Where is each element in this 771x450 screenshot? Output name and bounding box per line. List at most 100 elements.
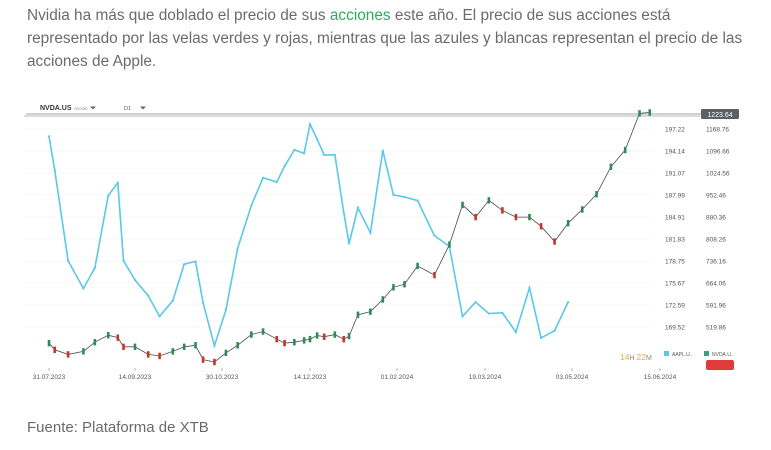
nvda-candle xyxy=(122,343,125,350)
nvda-candle xyxy=(416,262,419,270)
y-left-tick-label: 181.83 xyxy=(665,237,685,244)
apple-point xyxy=(539,336,543,339)
apple-point xyxy=(183,263,186,266)
nvda-candle xyxy=(47,339,51,347)
y-left-tick-label: 169.52 xyxy=(665,325,685,332)
nvda-candle xyxy=(528,213,531,221)
countdown-m: M xyxy=(646,355,652,362)
apple-point xyxy=(323,153,326,156)
apple-point xyxy=(474,301,477,304)
y-right-tick-label: 808.26 xyxy=(706,237,726,244)
nvda-candle xyxy=(146,351,150,358)
nvda-candle xyxy=(433,271,436,279)
apple-point xyxy=(416,199,419,202)
y-axis-left: 197.22 194.14 191.07 187.99 184.91 181.83 178.… xyxy=(665,127,685,332)
y-left-tick-label: 191.07 xyxy=(665,170,685,177)
apple-point xyxy=(487,312,490,315)
apple-point xyxy=(528,286,531,289)
nvda-candle xyxy=(308,335,312,343)
interval-selector[interactable]: D1 xyxy=(124,106,146,112)
apple-point xyxy=(342,210,345,214)
nvda-candle xyxy=(322,333,326,340)
x-tick-label: 15.06.2024 xyxy=(644,374,677,381)
apple-point xyxy=(303,152,306,155)
acciones-link[interactable]: acciones xyxy=(329,7,391,24)
x-tick-label: 30.10.2023 xyxy=(206,374,239,381)
nvda-candle xyxy=(213,358,216,366)
nvda-candle xyxy=(487,197,491,204)
apple-point xyxy=(403,195,406,199)
nvda-candle xyxy=(553,238,556,245)
chevron-down-icon xyxy=(140,106,146,110)
y-left-tick-label: 178.75 xyxy=(665,259,685,266)
y-right-tick-label: 1024.56 xyxy=(706,171,730,178)
apple-point xyxy=(308,123,312,126)
nvda-candle xyxy=(474,213,477,221)
price-chart[interactable]: NVDA.US Acción D1 1223.64 197.22194.1419… xyxy=(24,104,740,386)
apple-point xyxy=(133,278,137,282)
apple-point xyxy=(514,331,518,334)
nvda-series xyxy=(47,109,652,366)
nvda-candle xyxy=(250,331,253,338)
apple-point xyxy=(250,204,253,207)
nvda-candle xyxy=(609,163,613,170)
apple-point xyxy=(116,181,119,184)
countdown-hours: 14 xyxy=(620,352,630,362)
symbol-selector[interactable]: NVDA.US Acción xyxy=(40,105,96,112)
nvda-candle xyxy=(638,110,641,117)
nvda-candle xyxy=(116,334,120,341)
apple-point xyxy=(53,168,56,171)
nvda-candle xyxy=(392,284,395,291)
y-right-tick-label: 880.36 xyxy=(706,215,726,222)
legend-apple: AAPL.U.. xyxy=(664,351,693,358)
nvda-candle xyxy=(333,331,337,338)
nvda-candle xyxy=(580,206,584,213)
apple-point xyxy=(316,138,319,141)
apple-point xyxy=(236,247,239,250)
y-left-tick-label: 197.22 xyxy=(665,127,685,134)
nvda-candle xyxy=(224,349,228,357)
x-tick-label: 03.05.2024 xyxy=(556,374,589,381)
current-price-label: 1223.64 xyxy=(707,112,732,119)
nvda-candle xyxy=(283,339,286,347)
apple-point xyxy=(224,308,228,312)
apple-point xyxy=(171,299,174,302)
grid xyxy=(24,128,650,328)
apple-point xyxy=(107,194,110,197)
nvda-candle xyxy=(595,191,598,198)
nvda-candle xyxy=(315,332,319,339)
y-right-tick-label: 736.16 xyxy=(706,259,726,266)
nvda-candle xyxy=(648,109,652,116)
nvda-candle xyxy=(539,223,543,230)
y-left-tick-label: 175.67 xyxy=(665,281,685,288)
nvda-line xyxy=(48,112,650,363)
nvda-candle xyxy=(261,328,265,335)
x-tick-label: 19.03.2024 xyxy=(469,374,502,381)
apple-point xyxy=(275,180,278,184)
x-tick-label: 14.09.2023 xyxy=(119,374,152,381)
apple-point xyxy=(369,231,372,234)
apple-series xyxy=(47,121,570,349)
chart-container[interactable]: NVDA.US Acción D1 1223.64 197.22 194.14 19… xyxy=(24,104,740,386)
nvda-candle xyxy=(106,331,110,339)
y-right-tick-label: 1096.66 xyxy=(706,149,730,156)
countdown-minutes: 22 xyxy=(637,352,647,362)
apple-point xyxy=(293,148,296,151)
y-left-tick-label: 184.91 xyxy=(665,214,685,221)
nvda-candle xyxy=(461,201,464,209)
source-caption: Fuente: Plataforma de XTB xyxy=(27,419,209,436)
apple-point xyxy=(47,135,51,138)
legend-nvda: NVDA.U.. xyxy=(704,351,734,358)
apple-point xyxy=(122,259,125,262)
apple-point xyxy=(356,206,360,209)
x-tick-label: 14.12.2023 xyxy=(294,374,327,381)
apple-point xyxy=(567,301,570,304)
y-right-tick-label: 591.96 xyxy=(706,303,726,310)
apple-point xyxy=(501,311,504,314)
legend-nvda-swatch xyxy=(704,351,709,356)
x-axis: 31.07.2023 14.09.2023 30.10.2023 14.12.2023… xyxy=(33,368,677,381)
apple-point xyxy=(461,315,464,318)
y-right-tick-label: 1168.76 xyxy=(706,127,729,134)
nvda-candle xyxy=(448,241,451,248)
y-axis-right: 1168.76 1096.66 1024.56 952.46 880.36 808.26 7… xyxy=(706,127,730,332)
